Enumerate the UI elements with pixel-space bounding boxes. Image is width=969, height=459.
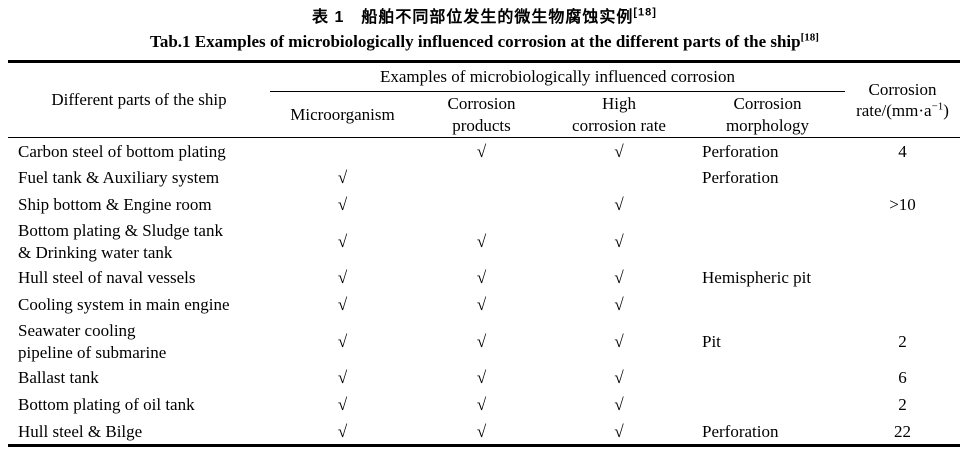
header-different-parts: Different parts of the ship — [8, 61, 270, 138]
high-rate-check-cell: √ — [614, 368, 624, 388]
table-row: Fuel tank & Auxiliary system √ Perforati… — [8, 165, 960, 192]
microorganism-check-cell: √ — [337, 295, 348, 315]
part-cell: Carbon steel of bottom plating — [18, 141, 226, 161]
products-check-cell: √ — [476, 268, 487, 288]
high-rate-check-cell: √ — [614, 231, 624, 251]
corrosion-examples-table: Different parts of the ship Examples of … — [8, 60, 961, 447]
high-rate-check-cell: √ — [614, 268, 624, 288]
microorganism-check-cell: √ — [337, 268, 348, 288]
rate-cell: 2 — [898, 331, 907, 351]
morphology-cell: Hemispheric pit — [702, 268, 812, 288]
products-check-cell — [415, 165, 548, 192]
table-row: Ship bottom & Engine room √ √ >10 — [8, 192, 960, 219]
header-microorganism: Microorganism — [270, 91, 415, 138]
table-row: Ballast tank √ √ √ 6 — [8, 365, 960, 392]
microorganism-check-cell: √ — [337, 231, 348, 251]
microorganism-check-cell: √ — [337, 331, 348, 351]
high-rate-check-cell — [548, 165, 690, 192]
header-row-sub: Microorganism Corrosion products High co… — [8, 91, 960, 138]
products-check-cell: √ — [476, 295, 487, 315]
table-caption-block: 表 1 船舶不同部位发生的微生物腐蚀实例[18] Tab.1 Examples … — [0, 0, 969, 54]
table-row: Seawater cooling pipeline of submarine √… — [8, 319, 960, 365]
table-header: Different parts of the ship Examples of … — [8, 61, 961, 138]
part-cell: Cooling system in main engine — [18, 295, 230, 315]
citation-ref-en: [18] — [800, 31, 819, 44]
header-corrosion-morphology: Corrosion morphology — [690, 91, 846, 138]
microorganism-check-cell: √ — [337, 395, 348, 415]
rate-cell: 2 — [898, 395, 907, 415]
microorganism-check-cell: √ — [337, 168, 348, 188]
rate-cell — [845, 165, 960, 192]
table-row: Bottom plating & Sludge tank & Drinking … — [8, 219, 960, 265]
table-title-en-text: Tab.1 Examples of microbiologically infl… — [150, 32, 801, 51]
table-title-zh-text: 表 1 船舶不同部位发生的微生物腐蚀实例 — [312, 9, 634, 26]
products-check-cell — [415, 192, 548, 219]
morphology-cell — [690, 192, 845, 219]
morphology-cell: Pit — [702, 331, 721, 351]
header-corrosion-products: Corrosion products — [415, 91, 548, 138]
morphology-cell — [690, 392, 845, 419]
high-rate-check-cell: √ — [614, 295, 624, 315]
table-title-en: Tab.1 Examples of microbiologically infl… — [0, 29, 969, 54]
morphology-cell — [690, 292, 845, 319]
table-body: Carbon steel of bottom plating √ √ Perfo… — [8, 138, 960, 446]
part-cell: Hull steel of naval vessels — [18, 268, 196, 288]
morphology-cell: Perforation — [702, 168, 779, 188]
rate-cell: 22 — [894, 421, 912, 441]
part-cell: Ballast tank — [18, 368, 99, 388]
corrosion-rate-unit-close: ) — [943, 101, 949, 120]
header-examples-span: Examples of microbiologically influenced… — [270, 61, 846, 92]
corrosion-rate-unit-exponent: −1 — [931, 100, 944, 113]
morphology-cell — [690, 365, 845, 392]
table-row: Hull steel of naval vessels √ √ √ Hemisp… — [8, 265, 960, 292]
microorganism-check-cell: √ — [337, 421, 348, 441]
corrosion-rate-unit: Corrosion rate/(mm·a — [856, 79, 937, 120]
table-title-zh: 表 1 船舶不同部位发生的微生物腐蚀实例[18] — [0, 7, 969, 29]
table-row: Cooling system in main engine √ √ √ — [8, 292, 960, 319]
part-cell: Bottom plating & Sludge tank & Drinking … — [18, 221, 223, 262]
citation-ref-zh: [18] — [633, 6, 657, 19]
morphology-cell — [690, 219, 845, 265]
high-rate-check-cell: √ — [614, 141, 624, 161]
products-check-cell: √ — [476, 395, 487, 415]
high-rate-check-cell: √ — [614, 195, 624, 215]
table-row: Carbon steel of bottom plating √ √ Perfo… — [8, 138, 960, 165]
part-cell: Ship bottom & Engine room — [18, 195, 212, 215]
products-check-cell: √ — [476, 331, 487, 351]
rate-cell — [845, 265, 960, 292]
products-check-cell: √ — [476, 141, 487, 161]
header-corrosion-rate: Corrosion rate/(mm·a−1) — [845, 61, 961, 138]
part-cell: Hull steel & Bilge — [18, 421, 143, 441]
header-row-top: Different parts of the ship Examples of … — [8, 61, 961, 138]
microorganism-check-cell: √ — [337, 368, 348, 388]
table-row: Hull steel & Bilge √ √ √ Perforation 22 — [8, 419, 960, 446]
morphology-cell: Perforation — [702, 421, 779, 441]
rate-cell — [845, 292, 960, 319]
products-check-cell: √ — [476, 421, 487, 441]
high-rate-check-cell: √ — [614, 395, 624, 415]
high-rate-check-cell: √ — [614, 421, 624, 441]
morphology-cell: Perforation — [702, 141, 779, 161]
rate-cell — [845, 219, 960, 265]
products-check-cell: √ — [476, 368, 487, 388]
rate-cell: 4 — [898, 141, 907, 161]
rate-cell: 6 — [898, 368, 907, 388]
header-high-corrosion-rate: High corrosion rate — [548, 91, 690, 138]
high-rate-check-cell: √ — [614, 331, 624, 351]
microorganism-check-cell — [270, 138, 415, 165]
products-check-cell: √ — [476, 231, 487, 251]
part-cell: Seawater cooling pipeline of submarine — [18, 321, 167, 362]
rate-cell: >10 — [889, 195, 916, 215]
microorganism-check-cell: √ — [337, 195, 348, 215]
part-cell: Bottom plating of oil tank — [18, 395, 195, 415]
table-row: Bottom plating of oil tank √ √ √ 2 — [8, 392, 960, 419]
part-cell: Fuel tank & Auxiliary system — [18, 168, 220, 188]
